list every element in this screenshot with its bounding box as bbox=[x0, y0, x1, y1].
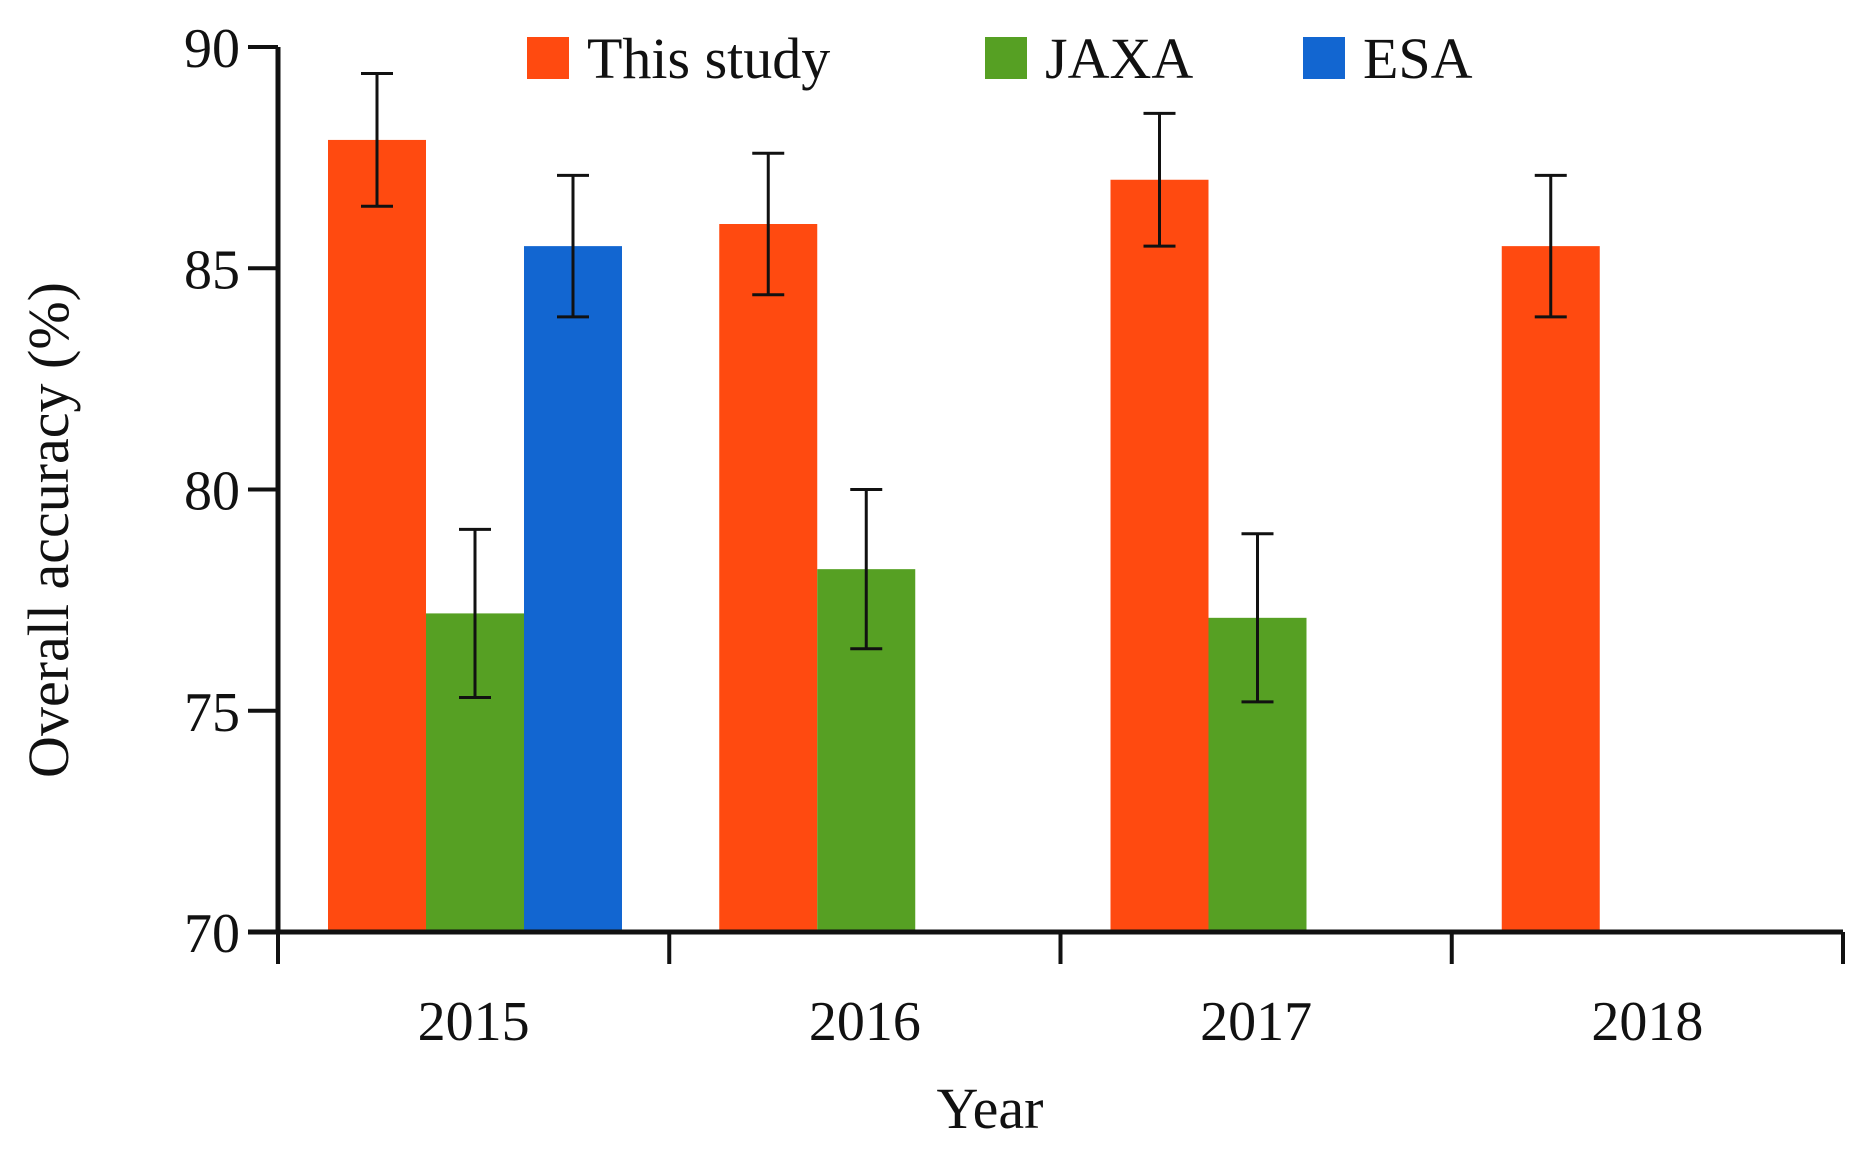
legend-label: ESA bbox=[1363, 26, 1473, 91]
y-tick-label-90: 90 bbox=[184, 18, 240, 80]
y-tick-label-80: 80 bbox=[184, 461, 240, 523]
x-tick-label-2018: 2018 bbox=[1591, 991, 1703, 1053]
axes: 70 75 80 85 90 2015 2016 2017 2018 bbox=[184, 18, 1845, 1053]
error-bar-jaxa-2017 bbox=[1241, 532, 1274, 704]
error-bar-this-study-2017 bbox=[1143, 111, 1176, 248]
legend-swatch bbox=[1303, 37, 1345, 79]
error-bar-jaxa-2016 bbox=[850, 488, 883, 651]
legend-item-jaxa: JAXA bbox=[985, 26, 1193, 91]
error-bar-this-study-2018 bbox=[1534, 173, 1567, 319]
bar-this-study-2017 bbox=[1110, 179, 1209, 932]
error-bar-layer bbox=[361, 72, 1567, 704]
error-bar-this-study-2015 bbox=[361, 72, 393, 208]
x-tick-label-2016: 2016 bbox=[809, 991, 921, 1053]
legend-swatch bbox=[527, 37, 569, 79]
legend-item-this-study: This study bbox=[527, 26, 830, 91]
legend: This study JAXA ESA bbox=[527, 26, 1473, 91]
legend-label: This study bbox=[587, 26, 830, 91]
y-tick-label-75: 75 bbox=[184, 682, 240, 744]
error-bar-this-study-2016 bbox=[752, 151, 785, 297]
error-bar-esa-2015 bbox=[557, 173, 589, 319]
y-tick-label-85: 85 bbox=[184, 239, 240, 301]
legend-item-esa: ESA bbox=[1303, 26, 1473, 91]
x-tick-label-2015: 2015 bbox=[418, 991, 530, 1053]
bar-this-study-2018 bbox=[1501, 246, 1600, 932]
x-tick-label-2017: 2017 bbox=[1200, 991, 1312, 1053]
bar-this-study-2016 bbox=[719, 224, 818, 932]
y-axis-title: Overall accuracy (%) bbox=[16, 282, 81, 778]
bar-layer bbox=[328, 139, 1600, 933]
bar-this-study-2015 bbox=[328, 139, 426, 933]
y-tick-label-70: 70 bbox=[184, 903, 240, 965]
error-bar-jaxa-2015 bbox=[459, 527, 491, 699]
legend-label: JAXA bbox=[1045, 26, 1193, 91]
bar-esa-2015 bbox=[524, 246, 622, 932]
legend-swatch bbox=[985, 37, 1027, 79]
x-axis-title: Year bbox=[937, 1076, 1044, 1141]
